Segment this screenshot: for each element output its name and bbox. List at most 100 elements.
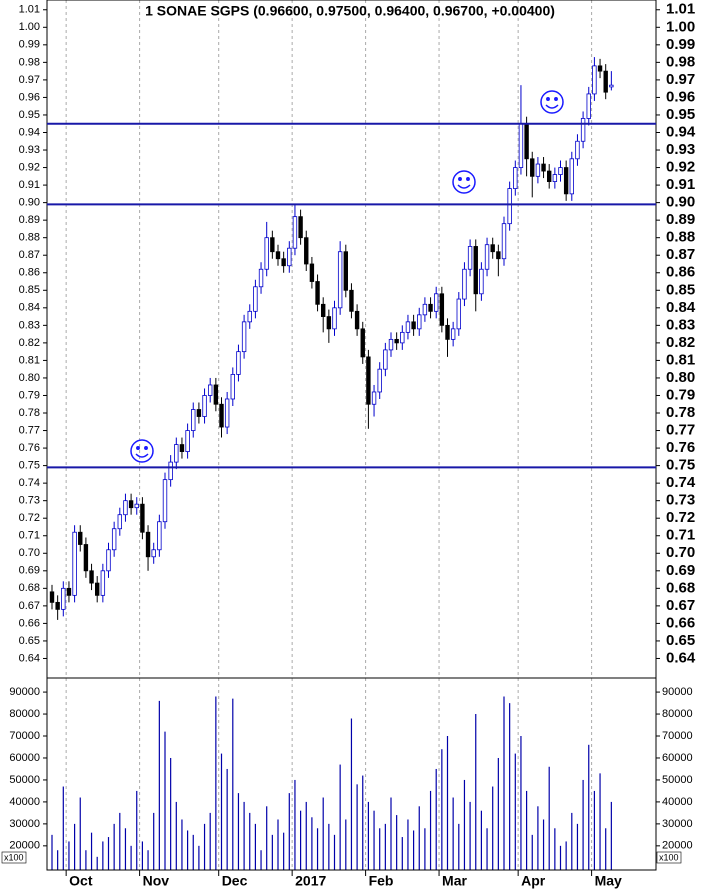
candle-body	[315, 281, 320, 305]
y-tick-label: 0.81	[666, 351, 695, 368]
candle-body	[78, 531, 83, 545]
candle-body	[191, 409, 196, 431]
x-tick-label: Dec	[222, 873, 248, 889]
candle-body	[547, 170, 552, 182]
volume-tick-label: 60000	[662, 752, 693, 764]
y-tick-label: 0.73	[666, 492, 695, 509]
y-tick-label: 0.92	[666, 159, 695, 176]
candle-body	[337, 251, 343, 309]
candle-body	[213, 384, 219, 405]
candle-body	[501, 223, 507, 260]
y-tick-label: 0.69	[666, 562, 695, 579]
candle-body	[456, 298, 461, 330]
y-tick-label: 0.85	[666, 281, 695, 298]
y-tick-label: 1.00	[666, 18, 695, 35]
y-tick-label: 0.99	[19, 39, 40, 51]
candle-body	[128, 500, 134, 509]
grid	[65, 0, 593, 870]
candle-body	[484, 244, 490, 270]
candle-body	[174, 444, 179, 463]
y-tick-label: 0.71	[19, 530, 40, 542]
x-tick-label: Apr	[521, 873, 546, 889]
candle-body	[230, 374, 235, 400]
candle-body	[72, 531, 77, 596]
y-tick-label: 0.76	[19, 442, 40, 454]
candle-body	[123, 500, 128, 516]
y-tick-label: 0.91	[19, 179, 40, 191]
y-tick-label: 0.95	[19, 109, 40, 121]
candle-body	[394, 338, 399, 344]
candle-body	[496, 251, 501, 260]
volume-frame	[46, 677, 657, 871]
x-tick-label: Mar	[442, 873, 467, 889]
candle-body	[162, 479, 168, 523]
y-tick-label: 0.78	[19, 407, 40, 419]
volume-tick-label: 40000	[9, 796, 40, 808]
candle-body	[343, 251, 348, 291]
y-tick-label: 0.72	[19, 512, 40, 524]
y-tick-label: 0.72	[666, 509, 695, 526]
candle-body	[371, 391, 377, 405]
candle-body	[490, 244, 495, 253]
x-tick-label: May	[595, 873, 622, 889]
unit-box	[1, 851, 27, 864]
candle-body	[507, 188, 512, 225]
volume-tick-label: 20000	[662, 840, 693, 852]
y-tick-label: 0.91	[666, 176, 695, 193]
y-tick-label: 0.64	[666, 649, 696, 666]
candle-body	[134, 503, 139, 509]
volume-unit: x100	[659, 852, 679, 862]
candle-body	[157, 521, 162, 551]
candle-body	[332, 307, 337, 330]
y-tick-label: 0.79	[19, 389, 40, 401]
volume-tick-label: 40000	[662, 796, 693, 808]
y-tick-label: 0.86	[19, 267, 40, 279]
smiley	[452, 170, 476, 194]
candle-body	[106, 549, 111, 572]
y-tick-label: 0.96	[666, 88, 695, 105]
y-tick-label: 0.74	[19, 477, 40, 489]
candle-body	[247, 310, 252, 323]
candle-body	[450, 328, 456, 340]
candle-body	[473, 246, 478, 295]
candle-body	[422, 303, 428, 316]
volume-tick-label: 70000	[9, 730, 40, 742]
candle-body	[377, 368, 382, 393]
candle-body	[219, 403, 224, 428]
smiley	[540, 90, 564, 114]
y-tick-label: 0.73	[19, 495, 40, 507]
volume-tick-label: 20000	[9, 840, 40, 852]
chart-title: 1 SONAE SGPS (0.96600, 0.97500, 0.96400,…	[145, 3, 555, 19]
y-tick-label: 0.75	[19, 460, 40, 472]
candle-body	[236, 351, 241, 375]
candle-body	[597, 65, 603, 72]
y-tick-label: 0.98	[666, 53, 695, 70]
candle-body	[462, 268, 467, 300]
y-tick-label: 0.84	[19, 302, 40, 314]
volume-tick-label: 30000	[662, 818, 693, 830]
y-tick-label: 0.93	[666, 141, 695, 158]
plot	[49, 57, 614, 870]
y-tick-label: 0.77	[666, 422, 695, 439]
candle-body	[49, 591, 55, 603]
candle-body	[292, 216, 298, 249]
candle-body	[428, 303, 433, 312]
y-tick-label: 0.82	[666, 334, 695, 351]
candle-body	[366, 356, 371, 405]
candle-body	[202, 395, 207, 417]
y-tick-label: 0.71	[666, 527, 695, 544]
candle-body	[552, 174, 558, 182]
y-tick-label: 0.92	[19, 161, 40, 173]
y-tick-label: 0.90	[19, 197, 40, 209]
candle-body	[479, 268, 484, 295]
x-tick-label: Oct	[69, 873, 93, 889]
y-tick-label: 0.67	[666, 597, 695, 614]
y-tick-label: 1.00	[19, 21, 40, 33]
y-tick-label: 0.81	[19, 354, 40, 366]
candle-body	[535, 163, 541, 177]
candle-body	[287, 247, 292, 267]
candle-body	[354, 310, 360, 330]
y-tick-label: 0.89	[19, 214, 40, 226]
candle-body	[179, 444, 185, 452]
candle-body	[140, 503, 145, 533]
